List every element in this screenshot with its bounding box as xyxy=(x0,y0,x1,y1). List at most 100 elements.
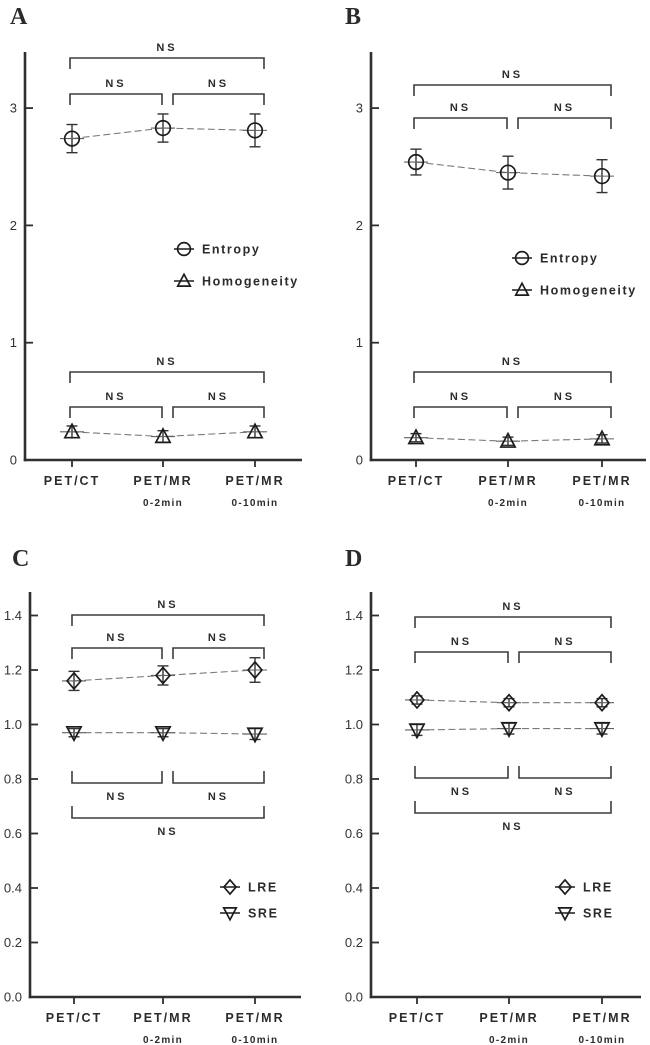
series-homogeneity xyxy=(404,428,614,448)
series-lre xyxy=(62,657,267,692)
significance-bracket-inner-right xyxy=(517,406,612,418)
x-category-label: PET/MR xyxy=(478,474,537,488)
ns-label-inner-right: NS xyxy=(554,391,575,403)
panel-a-chart: A NS NS NS NS NS NS Entropy Homogeneity 0 1 2 3 PET/C… xyxy=(10,4,302,509)
ns-label-inner-right: NS xyxy=(554,102,575,114)
entropy-legend-icon xyxy=(514,250,530,266)
ns-label-inner-left: NS xyxy=(451,636,472,648)
series-sre xyxy=(405,721,614,740)
x-category-label: PET/CT xyxy=(388,474,444,488)
panel-label-a: A xyxy=(10,4,28,30)
y-tick-label: 0 xyxy=(356,453,363,468)
y-tick-label: 0.4 xyxy=(345,881,363,896)
y-tick-label: 1.4 xyxy=(4,608,22,623)
ns-label-outer: NS xyxy=(157,599,178,611)
y-tick-label: 3 xyxy=(10,101,17,116)
significance-bracket-outer xyxy=(69,57,265,69)
legend: Entropy Homogeneity xyxy=(512,250,637,298)
y-tick-label: 0.8 xyxy=(345,772,363,787)
ns-label-inner-right: NS xyxy=(208,791,229,803)
significance-group-homogeneity: NS NS NS xyxy=(413,356,612,418)
y-tick-label: 0.0 xyxy=(345,990,363,1005)
data-point-sre-3 xyxy=(593,721,611,739)
legend-label-lre: LRE xyxy=(583,881,613,895)
axes: 0.0 0.2 0.4 0.6 0.8 1.0 1.2 1.4 PET/CT PET/MR 0-2m… xyxy=(4,592,301,1045)
data-point-homogeneity-1 xyxy=(63,422,81,439)
legend-label-homogeneity: Homogeneity xyxy=(540,284,637,298)
x-category-label: PET/MR xyxy=(225,474,284,488)
x-category-sublabel: 0-10min xyxy=(579,498,626,509)
lre-legend-icon xyxy=(557,878,573,896)
ns-label-inner-left: NS xyxy=(450,391,471,403)
significance-group-lre: NS NS NS xyxy=(414,601,612,663)
ns-label-outer: NS xyxy=(157,826,178,838)
legend-item-lre: LRE xyxy=(555,878,613,896)
legend-label-sre: SRE xyxy=(248,907,279,921)
significance-group-entropy: NS NS NS xyxy=(413,69,612,129)
y-tick-label: 0 xyxy=(10,453,17,468)
series-line-homogeneity xyxy=(71,431,256,438)
ns-label-inner-left: NS xyxy=(105,78,126,90)
data-point-lre-2 xyxy=(500,693,518,713)
significance-bracket-inner-left xyxy=(71,771,163,784)
significance-bracket-inner-right xyxy=(172,647,265,659)
x-category-label: PET/MR xyxy=(133,1011,192,1025)
legend-label-lre: LRE xyxy=(248,881,278,895)
x-category-label: PET/CT xyxy=(46,1011,102,1025)
significance-bracket-inner-left xyxy=(413,117,508,129)
significance-bracket-inner-right xyxy=(517,117,612,129)
y-tick-label: 1.4 xyxy=(345,608,363,623)
sre-legend-icon xyxy=(222,907,238,922)
significance-bracket-inner-left xyxy=(413,406,508,418)
legend-item-sre: SRE xyxy=(555,907,612,922)
significance-bracket-inner-left xyxy=(414,766,509,779)
significance-bracket-inner-right xyxy=(172,93,265,105)
significance-group-sre: NS NS NS xyxy=(414,766,612,833)
data-point-entropy-1 xyxy=(407,153,425,171)
series-homogeneity xyxy=(60,422,267,444)
data-point-entropy-3 xyxy=(593,167,611,185)
legend-item-homogeneity: Homogeneity xyxy=(174,272,299,289)
ns-label-outer: NS xyxy=(502,821,523,833)
x-category-label: PET/MR xyxy=(572,1011,631,1025)
x-category-sublabel: 0-10min xyxy=(232,498,279,509)
legend: LRE SRE xyxy=(555,878,613,922)
ns-label-inner-left: NS xyxy=(105,391,126,403)
significance-bracket-inner-left xyxy=(71,647,163,659)
y-tick-label: 0.0 xyxy=(4,990,22,1005)
data-point-lre-3 xyxy=(246,660,264,680)
significance-bracket-outer xyxy=(71,614,265,626)
x-category-label: PET/CT xyxy=(44,474,100,488)
legend-label-entropy: Entropy xyxy=(540,252,598,266)
legend-item-homogeneity: Homogeneity xyxy=(512,281,637,298)
legend-item-sre: SRE xyxy=(220,907,279,922)
significance-bracket-inner-right xyxy=(172,406,265,418)
data-point-sre-1 xyxy=(408,723,426,740)
data-point-entropy-3 xyxy=(246,122,264,139)
panel-c-group: C NS NS NS NS NS NS LRE SRE 0.0 0.2 0.4 0.6 0.8 1.0 1.2… xyxy=(4,546,301,1045)
series-sre xyxy=(62,725,267,744)
ns-label-outer: NS xyxy=(502,356,523,368)
significance-bracket-outer xyxy=(413,371,612,383)
significance-bracket-outer xyxy=(413,84,612,96)
significance-bracket-inner-left xyxy=(69,406,163,418)
legend-label-homogeneity: Homogeneity xyxy=(202,275,299,289)
significance-bracket-outer xyxy=(414,801,612,814)
panel-label-b: B xyxy=(345,4,361,30)
panel-d-group: D NS NS NS NS NS NS LRE SRE 0.0 0.2 0.4 0.6 0.8 1.0 1.2… xyxy=(345,546,641,1045)
x-category-sublabel: 0-2min xyxy=(143,498,183,509)
data-point-sre-3 xyxy=(246,727,264,744)
legend-item-lre: LRE xyxy=(220,878,278,896)
data-point-homogeneity-3 xyxy=(593,429,611,446)
y-tick-label: 1 xyxy=(10,335,17,350)
series-lre xyxy=(405,690,614,713)
series-line-entropy xyxy=(71,127,256,140)
y-tick-label: 0.8 xyxy=(4,772,22,787)
data-point-entropy-2 xyxy=(154,119,172,137)
entropy-legend-icon xyxy=(176,241,192,257)
ns-label-inner-right: NS xyxy=(208,78,229,90)
x-category-sublabel: 0-10min xyxy=(232,1035,279,1045)
significance-bracket-inner-right xyxy=(172,771,265,784)
data-point-homogeneity-3 xyxy=(246,422,264,439)
homogeneity-legend-icon xyxy=(514,281,530,296)
